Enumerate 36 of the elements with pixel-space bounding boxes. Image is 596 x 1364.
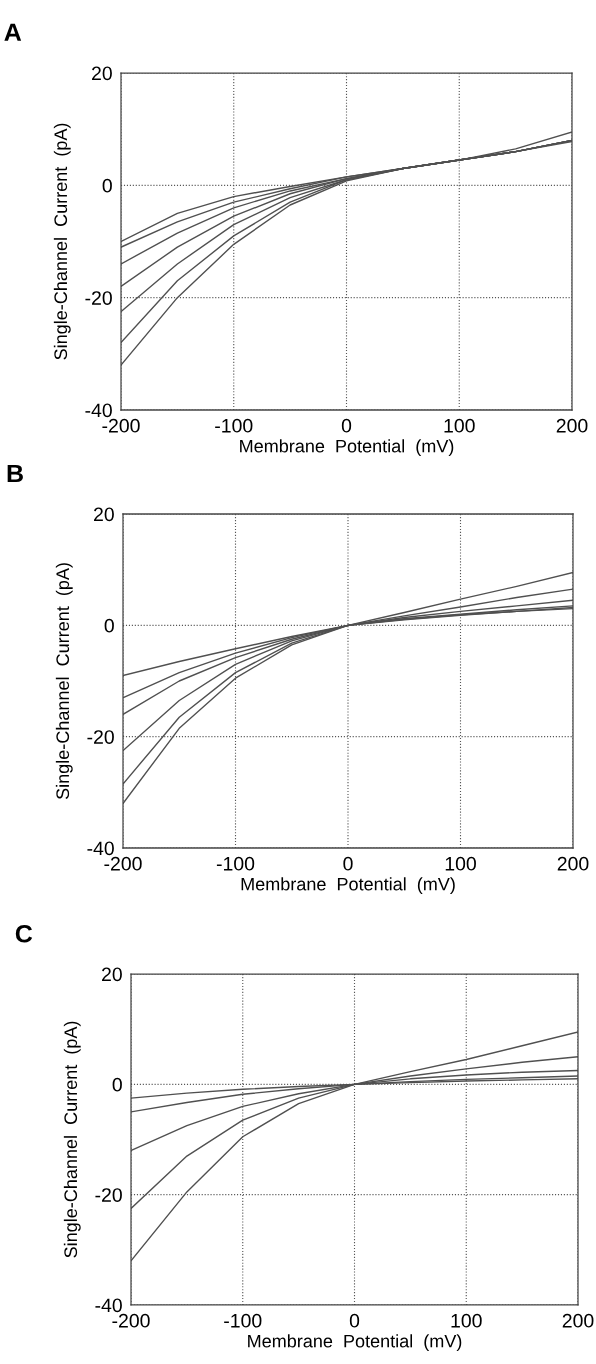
y-tick-label: 0 (102, 178, 112, 193)
y-axis-title: Single-Channel Current (pA) (55, 563, 73, 800)
x-tick-label: -100 (224, 1313, 262, 1328)
x-tick-label: 100 (445, 856, 476, 871)
y-tick-label: -40 (85, 403, 112, 418)
x-tick-label: 200 (556, 418, 588, 433)
y-axis-title: Single-Channel Current (pA) (63, 1021, 81, 1258)
chart-title: A (4, 23, 22, 41)
x-tick-label: 200 (562, 1313, 594, 1328)
x-tick-label: -100 (215, 418, 253, 433)
x-tick-label: 0 (349, 1313, 360, 1328)
x-axis-title: Membrane Potential (mV) (240, 439, 454, 457)
x-tick-label: 0 (341, 418, 352, 433)
y-tick-label: 0 (112, 1077, 122, 1092)
x-axis-title: Membrane Potential (mV) (241, 877, 455, 895)
y-tick-label: 20 (92, 66, 112, 81)
x-tick-label: 100 (451, 1313, 482, 1328)
y-tick-label: -20 (87, 730, 114, 744)
x-tick-label: 200 (557, 856, 589, 871)
y-tick-label: -40 (95, 1298, 122, 1313)
x-tick-label: -100 (216, 856, 255, 871)
x-tick-label: 0 (343, 856, 353, 871)
x-tick-label: -200 (112, 1313, 150, 1328)
y-axis-title: Single-Channel Current (pA) (53, 123, 71, 360)
x-tick-label: 100 (444, 418, 475, 433)
x-tick-label: -200 (104, 856, 142, 871)
y-tick-label: 20 (94, 507, 114, 522)
chart-title: B (7, 464, 23, 483)
y-tick-label: -20 (95, 1188, 122, 1202)
y-tick-label: -40 (87, 841, 114, 856)
chart-title: C (15, 924, 33, 943)
x-tick-label: -200 (102, 418, 140, 433)
y-tick-label: 20 (102, 967, 122, 982)
y-tick-label: 0 (104, 618, 114, 633)
y-tick-label: -20 (85, 291, 112, 305)
x-axis-title: Membrane Potential (mV) (248, 1334, 462, 1352)
